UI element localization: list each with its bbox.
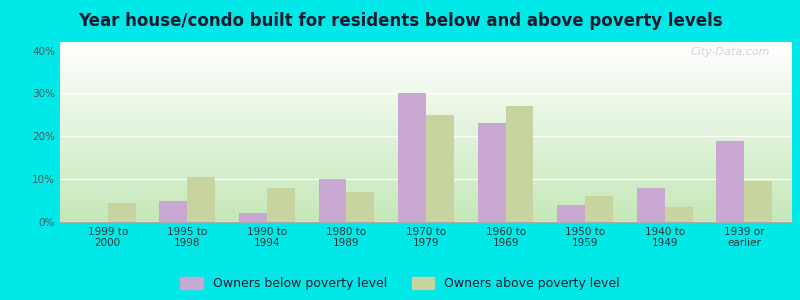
- Bar: [398, 93, 426, 222]
- Legend: Owners below poverty level, Owners above poverty level: Owners below poverty level, Owners above…: [176, 273, 624, 294]
- Text: City-Data.com: City-Data.com: [690, 47, 770, 57]
- Bar: [187, 177, 215, 222]
- Bar: [558, 205, 585, 222]
- Bar: [239, 213, 267, 222]
- Text: Year house/condo built for residents below and above poverty levels: Year house/condo built for residents bel…: [78, 12, 722, 30]
- Bar: [585, 196, 613, 222]
- Bar: [318, 179, 346, 222]
- Bar: [108, 203, 135, 222]
- Bar: [346, 192, 374, 222]
- Bar: [744, 181, 772, 222]
- Bar: [267, 188, 294, 222]
- Bar: [665, 207, 693, 222]
- Bar: [637, 188, 665, 222]
- Bar: [159, 201, 187, 222]
- Bar: [717, 141, 744, 222]
- Bar: [506, 106, 534, 222]
- Bar: [478, 123, 506, 222]
- Bar: [426, 115, 454, 222]
